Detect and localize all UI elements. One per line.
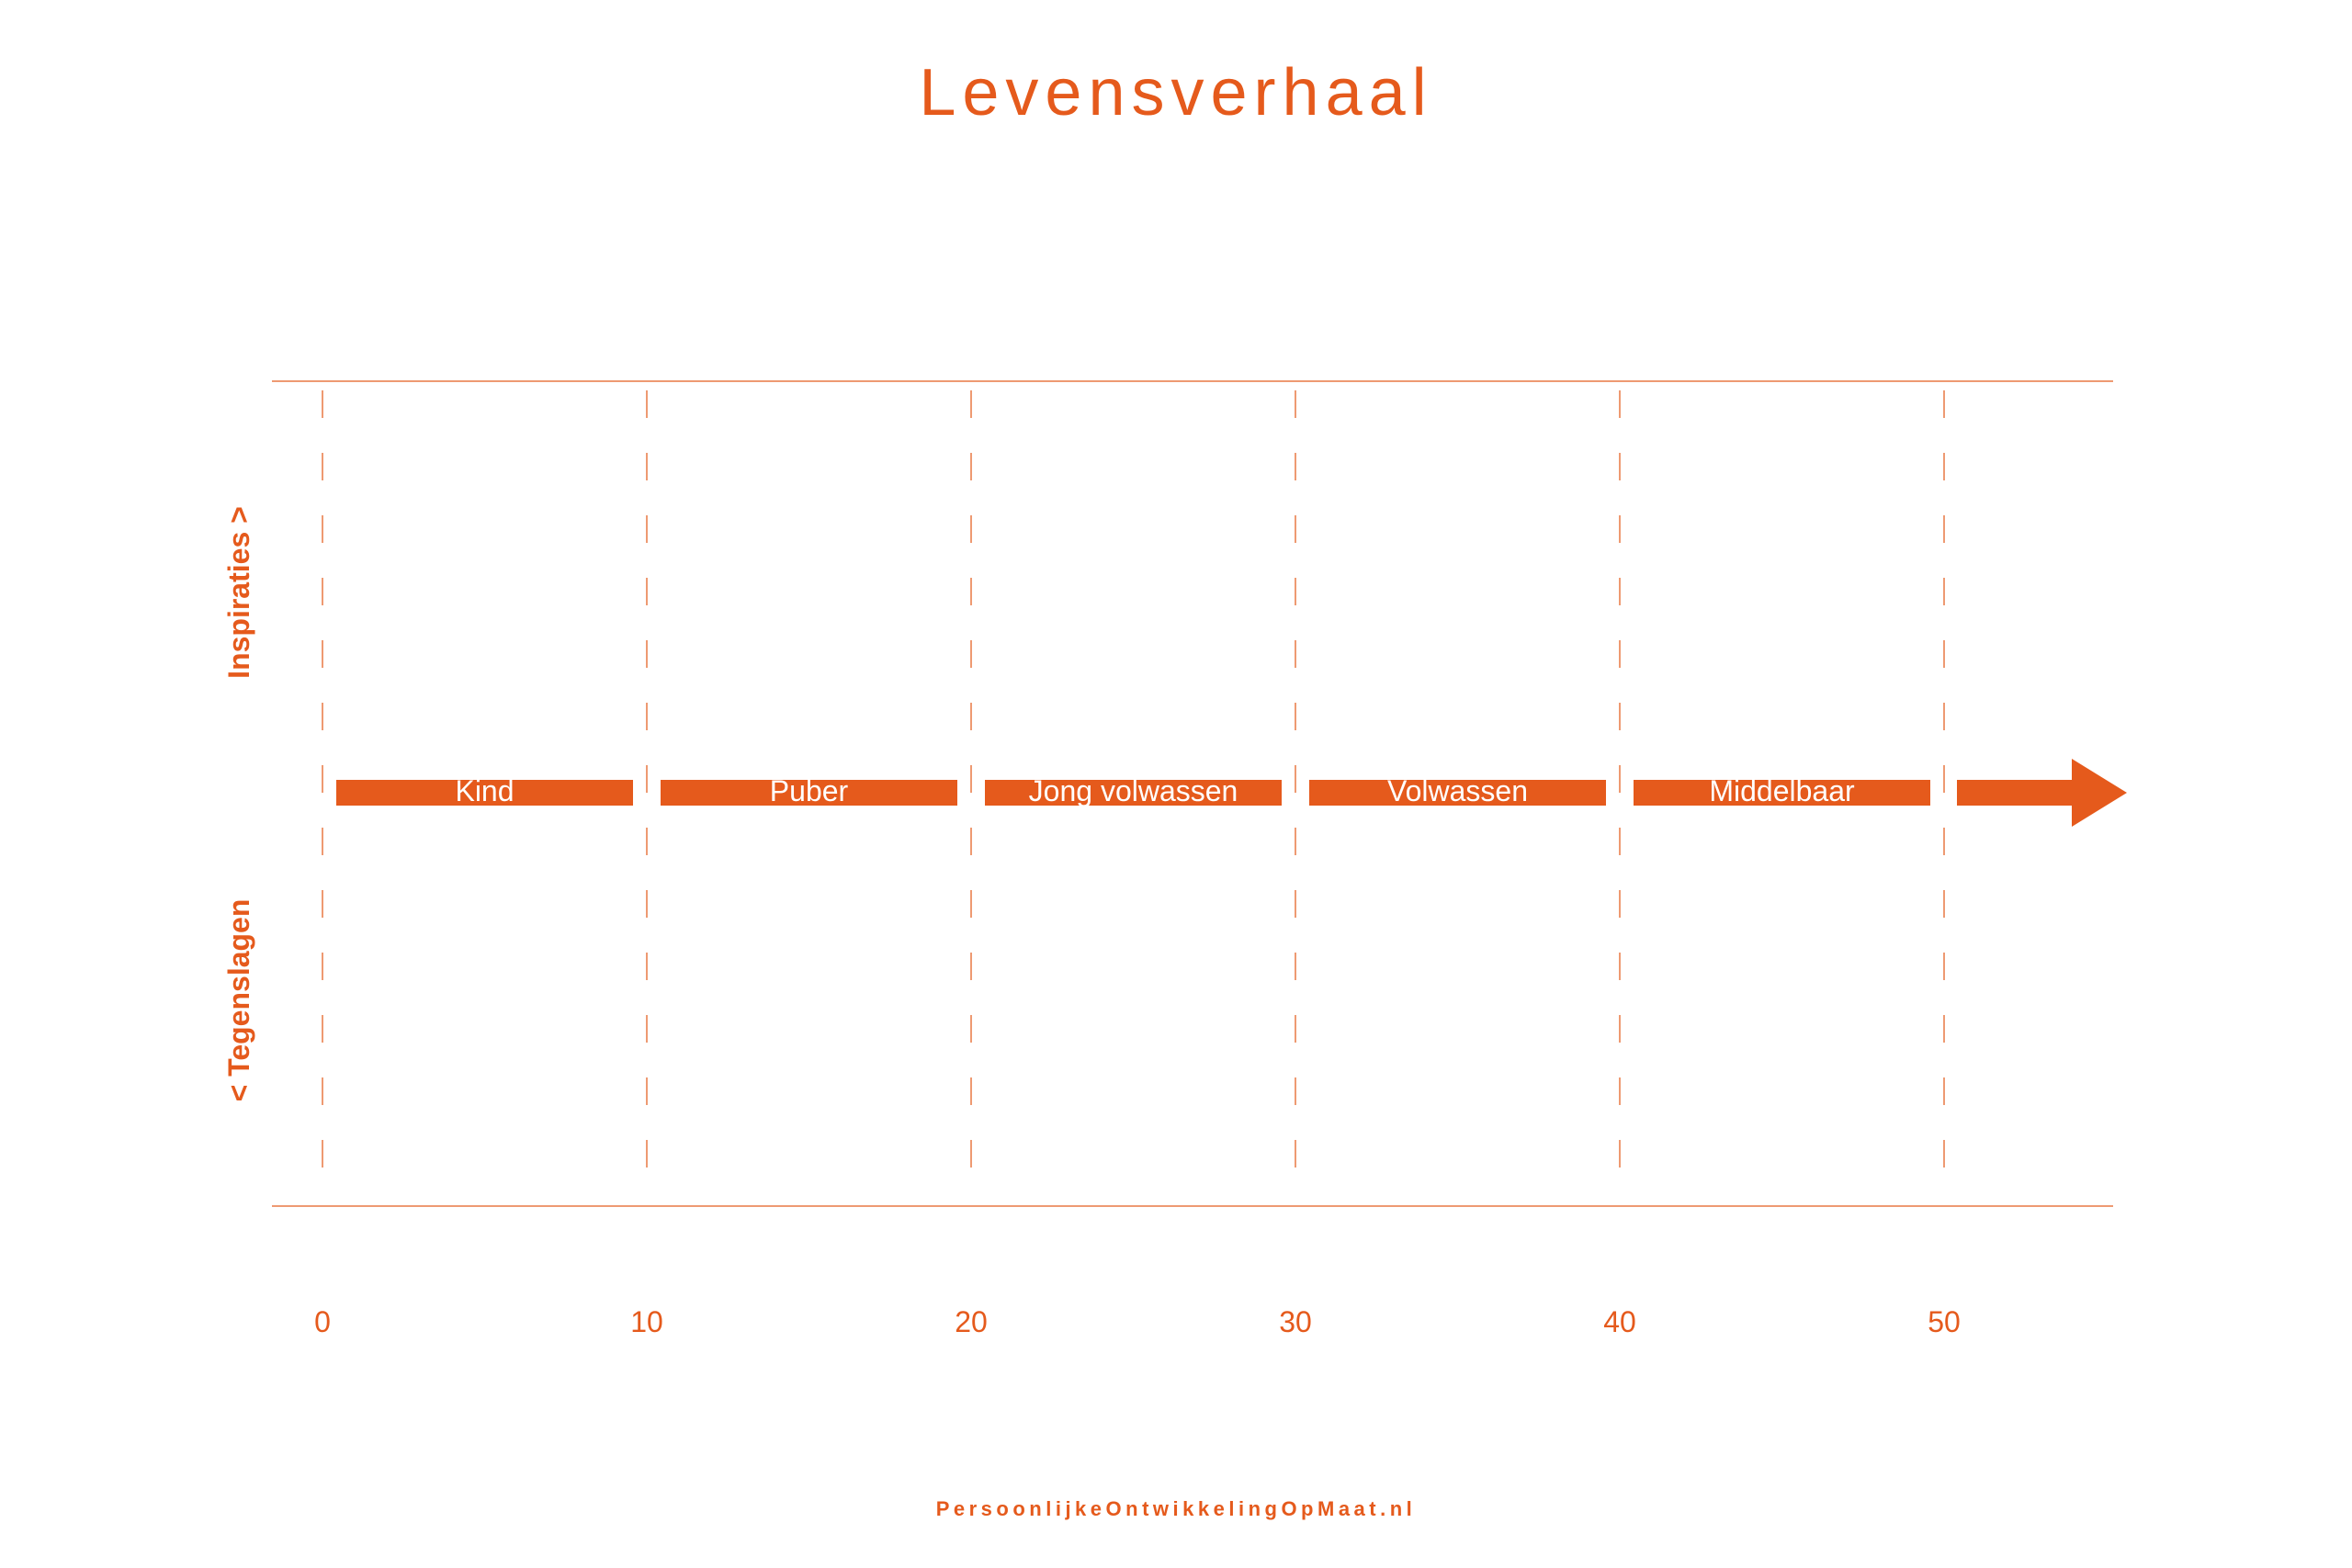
phase-label: Middelbaar xyxy=(1709,774,1855,807)
phase-band-middelbaar: Middelbaar xyxy=(1634,774,1930,807)
phase-label: Puber xyxy=(770,774,849,807)
tick-labels: 0 10 20 30 40 50 xyxy=(314,1305,1961,1338)
phase-band-kind: Kind xyxy=(336,774,633,807)
phase-label: Jong volwassen xyxy=(1029,774,1238,807)
tick-label-0: 0 xyxy=(314,1305,331,1338)
inspiraties-label: Inspiraties > xyxy=(222,506,255,679)
phase-bar xyxy=(1309,780,1606,806)
phase-bar xyxy=(336,780,633,806)
phase-label: Kind xyxy=(455,774,514,807)
tick-label-50: 50 xyxy=(1928,1305,1961,1338)
tegenslagen-label: < Tegenslagen xyxy=(222,899,255,1102)
page-title: Levensverhaal xyxy=(919,56,1433,130)
decade-dashed-lines xyxy=(322,390,1945,1197)
phase-label: Volwassen xyxy=(1387,774,1528,807)
tick-label-10: 10 xyxy=(630,1305,663,1338)
tick-label-20: 20 xyxy=(955,1305,988,1338)
tick-label-40: 40 xyxy=(1603,1305,1636,1338)
phase-bar xyxy=(661,780,957,806)
phase-band-jong-volwassen: Jong volwassen xyxy=(985,774,1282,807)
phase-band-puber: Puber xyxy=(661,774,957,807)
phase-bands: Kind Puber Jong volwassen Volwassen Middelba… xyxy=(336,774,1930,807)
arrow-right-icon xyxy=(1957,759,2127,827)
tick-label-30: 30 xyxy=(1279,1305,1312,1338)
phase-band-volwassen: Volwassen xyxy=(1309,774,1606,807)
footer-website: PersoonlijkeOntwikkelingOpMaat.nl xyxy=(935,1497,1417,1520)
phase-bar xyxy=(1634,780,1930,806)
phase-bar xyxy=(985,780,1282,806)
